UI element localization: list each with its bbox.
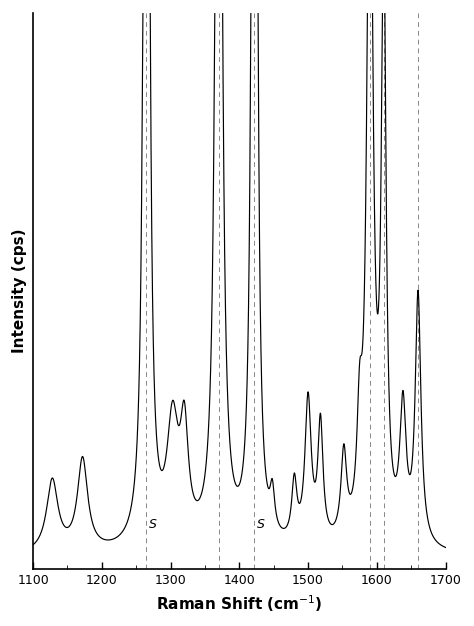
Text: S: S [148, 518, 156, 531]
X-axis label: Raman Shift (cm$^{-1}$): Raman Shift (cm$^{-1}$) [156, 593, 323, 613]
Y-axis label: Intensity (cps): Intensity (cps) [12, 228, 27, 353]
Text: S: S [256, 518, 264, 531]
